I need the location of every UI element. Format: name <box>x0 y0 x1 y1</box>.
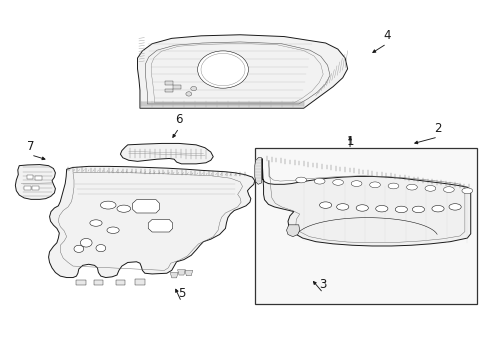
Polygon shape <box>255 157 262 184</box>
Polygon shape <box>262 158 471 246</box>
Polygon shape <box>148 220 172 232</box>
Ellipse shape <box>388 183 399 189</box>
Bar <box>35 176 42 180</box>
Ellipse shape <box>369 182 380 188</box>
Text: 5: 5 <box>178 287 185 300</box>
Ellipse shape <box>90 220 102 226</box>
Bar <box>165 81 173 85</box>
Polygon shape <box>138 35 347 108</box>
Ellipse shape <box>413 206 424 213</box>
Text: 2: 2 <box>434 122 442 135</box>
Polygon shape <box>133 200 159 213</box>
Bar <box>32 186 39 190</box>
Polygon shape <box>170 273 178 278</box>
Bar <box>76 280 86 285</box>
Circle shape <box>96 244 106 252</box>
Polygon shape <box>49 166 255 278</box>
Ellipse shape <box>351 181 362 186</box>
Circle shape <box>80 238 92 247</box>
Ellipse shape <box>314 178 325 184</box>
Polygon shape <box>287 225 300 237</box>
Ellipse shape <box>376 206 388 212</box>
Text: 6: 6 <box>175 113 183 126</box>
Ellipse shape <box>100 201 116 209</box>
Bar <box>116 280 125 285</box>
Ellipse shape <box>407 184 417 190</box>
Ellipse shape <box>117 205 131 212</box>
Bar <box>24 186 31 190</box>
Ellipse shape <box>296 177 307 183</box>
Ellipse shape <box>462 188 473 194</box>
Polygon shape <box>185 270 193 276</box>
Circle shape <box>197 51 248 88</box>
Polygon shape <box>121 143 213 164</box>
Ellipse shape <box>425 185 436 191</box>
Bar <box>255 148 477 304</box>
Polygon shape <box>15 165 55 199</box>
Circle shape <box>191 86 196 91</box>
Ellipse shape <box>356 205 368 211</box>
Circle shape <box>74 245 84 252</box>
Bar <box>165 89 173 92</box>
Ellipse shape <box>449 204 461 210</box>
Ellipse shape <box>319 202 332 208</box>
Text: 1: 1 <box>346 135 354 148</box>
Ellipse shape <box>107 227 119 233</box>
Text: 7: 7 <box>27 140 35 153</box>
Text: 3: 3 <box>319 278 327 291</box>
Ellipse shape <box>333 180 343 185</box>
Polygon shape <box>177 270 185 275</box>
Ellipse shape <box>395 206 408 213</box>
Bar <box>94 280 103 285</box>
Bar <box>26 175 33 179</box>
Text: 4: 4 <box>383 29 391 42</box>
Circle shape <box>186 92 192 96</box>
Ellipse shape <box>443 187 454 193</box>
Ellipse shape <box>432 206 444 212</box>
Ellipse shape <box>337 204 349 210</box>
Bar <box>172 85 180 89</box>
Bar <box>135 279 145 285</box>
